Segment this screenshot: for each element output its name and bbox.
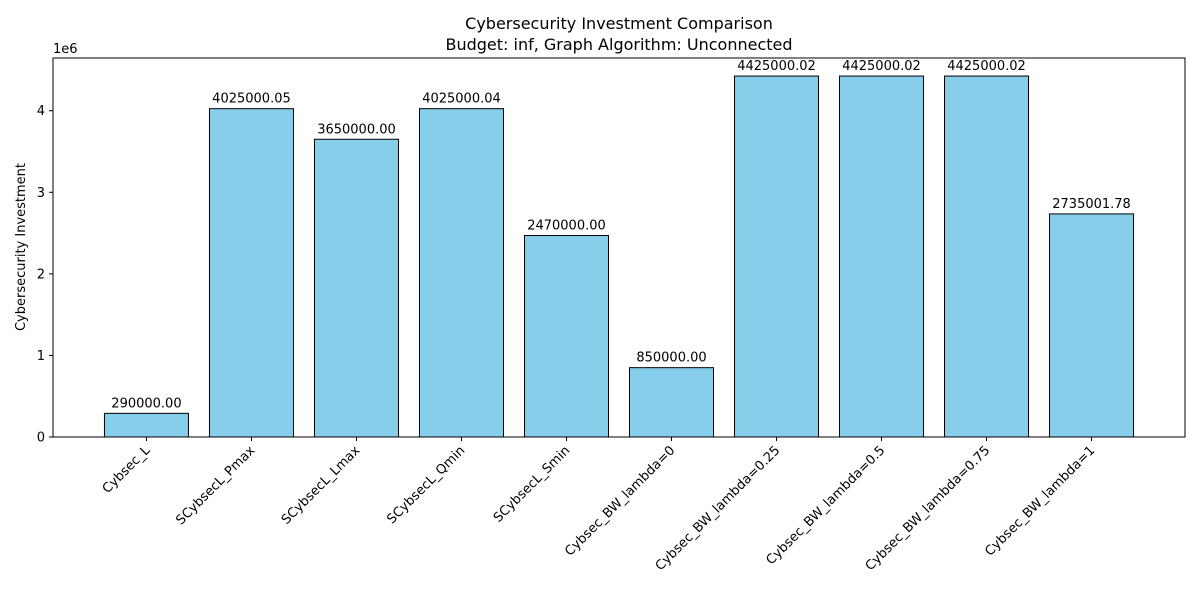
x-tick-label: SCybsecL_Pmax — [173, 443, 258, 528]
y-axis-label: Cybersecurity Investment — [14, 163, 29, 331]
x-tick-label: SCybsecL_Smin — [491, 443, 574, 526]
bar-value-label: 4425000.02 — [842, 59, 921, 74]
bar-value-label: 4025000.05 — [212, 92, 291, 107]
x-tick-label: Cybsec_BW_lambda=1 — [982, 443, 1098, 559]
bar — [313, 138, 399, 438]
x-tick-label: Cybsec_BW_lambda=0 — [562, 443, 678, 559]
bars-group — [103, 75, 1135, 438]
y-tick-label: 1 — [37, 349, 45, 364]
y-offset-label: 1e6 — [53, 42, 78, 57]
x-tick-label: Cybsec_L — [100, 443, 154, 497]
bar — [1049, 213, 1135, 438]
x-axis: Cybsec_L SCybsecL_Pmax SCybsecL_Lmax SCybse… — [100, 437, 1098, 574]
x-tick-label: SCybsecL_Lmax — [279, 443, 364, 528]
bar — [839, 75, 925, 438]
bar — [944, 75, 1030, 438]
bar-value-label: 4025000.04 — [422, 92, 501, 107]
x-tick-label: Cybsec_BW_lambda=0.75 — [863, 443, 994, 574]
bar — [629, 367, 715, 438]
bar-value-label: 4425000.02 — [737, 59, 816, 74]
x-tick-label: Cybsec_BW_lambda=0.5 — [764, 443, 889, 568]
y-tick-label: 3 — [37, 186, 45, 201]
plot-frame — [52, 57, 1186, 438]
bar-value-label: 2735001.78 — [1052, 197, 1131, 212]
data-labels-group: 290000.00 4025000.05 3650000.00 4025000.04 2… — [111, 59, 1131, 411]
chart-subtitle: Budget: inf, Graph Algorithm: Unconnecte… — [445, 35, 792, 54]
x-tick-label: SCybsecL_Qmin — [384, 443, 468, 527]
y-tick-label: 4 — [37, 104, 45, 119]
y-tick-label: 0 — [37, 431, 45, 446]
bar-value-label: 2470000.00 — [527, 219, 606, 234]
bar-value-label: 4425000.02 — [947, 59, 1026, 74]
y-tick-label: 2 — [37, 267, 45, 282]
bar — [418, 108, 504, 438]
x-tick-label: Cybsec_BW_lambda=0.25 — [653, 443, 784, 574]
chart-title: Cybersecurity Investment Comparison — [465, 14, 773, 33]
bar — [103, 412, 189, 438]
bar-value-label: 290000.00 — [111, 396, 181, 411]
bar — [734, 75, 820, 438]
bar — [208, 108, 294, 438]
y-axis: 0 1 2 3 4 — [37, 104, 53, 446]
bar-value-label: 850000.00 — [636, 351, 706, 366]
bar — [523, 235, 609, 438]
bar-value-label: 3650000.00 — [317, 122, 396, 137]
